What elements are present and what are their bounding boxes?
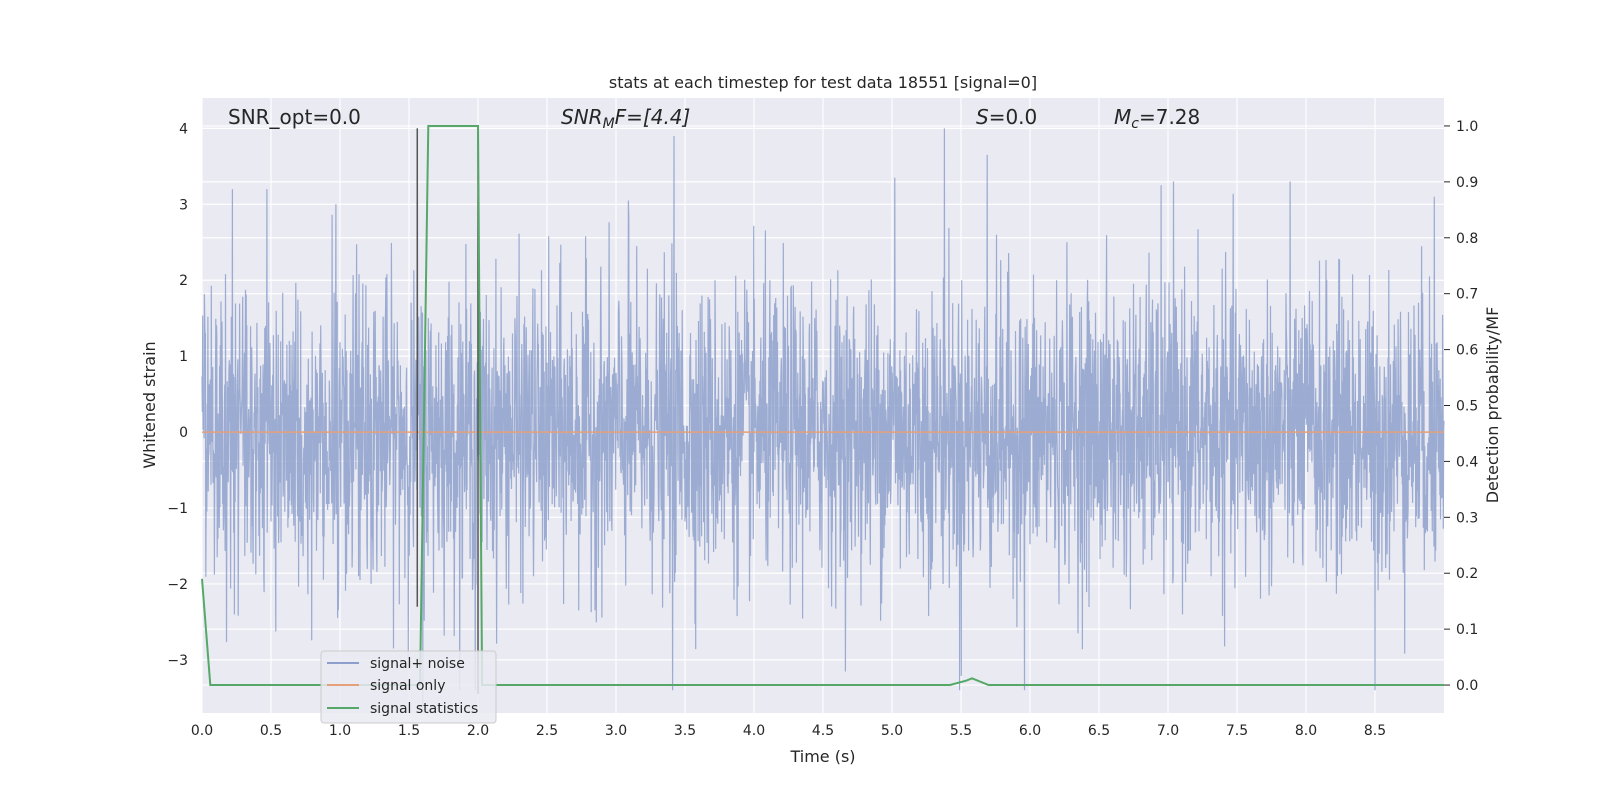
annotation-mc: Mc=7.28 xyxy=(1114,105,1200,132)
annotation-s-main: S xyxy=(976,105,989,129)
y-right-tick-label: 0.6 xyxy=(1456,343,1478,359)
x-tick-label: 8.0 xyxy=(1295,723,1317,739)
x-axis-label: Time (s) xyxy=(789,747,855,766)
x-tick-label: 1.5 xyxy=(398,723,420,739)
y-right-tick-label: 0.4 xyxy=(1456,454,1478,470)
signal-statistics-line xyxy=(201,125,1444,686)
x-tick-label: 2.0 xyxy=(467,723,489,739)
y-axis-left-ticks: 4 3 2 1 0 −1 −2 −3 xyxy=(167,121,188,668)
legend-label-signal-only: signal only xyxy=(370,678,445,694)
y-left-tick-label: −2 xyxy=(167,577,188,593)
legend-label-noise: signal+ noise xyxy=(370,656,465,672)
y-right-tick-label: 0.7 xyxy=(1456,287,1478,303)
x-tick-label: 3.0 xyxy=(605,723,627,739)
x-tick-label: 8.5 xyxy=(1364,723,1386,739)
annotation-snr-opt: SNR_opt=0.0 xyxy=(228,105,361,129)
y-right-tick-label: 0.2 xyxy=(1456,566,1478,582)
annotation-snr-mf: SNRMF=[4.4] xyxy=(561,105,690,132)
x-tick-label: 6.0 xyxy=(1019,723,1041,739)
annotation-s: S=0.0 xyxy=(976,105,1037,129)
annotation-s-rest: =0.0 xyxy=(989,105,1038,129)
y-right-tick-label: 0.5 xyxy=(1456,399,1478,415)
y-left-tick-label: −1 xyxy=(167,501,188,517)
y-right-tick-label: 0.0 xyxy=(1456,678,1478,694)
y-right-tick-label: 0.8 xyxy=(1456,231,1478,247)
annotation-snr-mf-sub: M xyxy=(603,116,615,132)
annotation-mc-rest: =7.28 xyxy=(1139,105,1200,129)
x-tick-label: 1.0 xyxy=(329,723,351,739)
annotation-snr-mf-rest: F=[4.4] xyxy=(615,105,691,129)
x-tick-label: 5.0 xyxy=(881,723,903,739)
y-right-tick-label: 1.0 xyxy=(1456,119,1478,135)
y-left-tick-label: 0 xyxy=(179,425,188,441)
annotation-mc-sub: c xyxy=(1131,116,1139,132)
annotation-mc-main: M xyxy=(1114,105,1131,129)
x-tick-label: 2.5 xyxy=(536,723,558,739)
y-right-tick-label: 0.3 xyxy=(1456,510,1478,526)
y-left-tick-label: 3 xyxy=(179,197,188,213)
y-axis-right-ticks: 1.0 0.9 0.8 0.7 0.6 0.5 0.4 0.3 0.2 0.1 0.0 xyxy=(1444,119,1478,694)
x-tick-label: 7.5 xyxy=(1226,723,1248,739)
y-right-tick-label: 0.1 xyxy=(1456,622,1478,638)
x-tick-label: 0.0 xyxy=(191,723,213,739)
y-left-tick-label: 1 xyxy=(179,349,188,365)
x-axis-ticks: 0.0 0.5 1.0 1.5 2.0 2.5 3.0 3.5 4.0 4.5 5.0 5.5 6.0 6… xyxy=(191,723,1386,739)
y-axis-right-label: Detection probability/MF xyxy=(1483,307,1502,504)
chart-title: stats at each timestep for test data 185… xyxy=(609,73,1037,92)
y-axis-left-label: Whitened strain xyxy=(140,341,159,468)
x-tick-label: 4.0 xyxy=(743,723,765,739)
y-left-tick-label: 4 xyxy=(179,121,188,137)
y-left-tick-label: 2 xyxy=(179,273,188,289)
y-left-tick-label: −3 xyxy=(167,653,188,669)
noise-series xyxy=(201,128,1445,706)
x-tick-label: 4.5 xyxy=(812,723,834,739)
noise-line xyxy=(201,128,1445,706)
x-tick-label: 3.5 xyxy=(674,723,696,739)
x-tick-label: 0.5 xyxy=(260,723,282,739)
x-tick-label: 6.5 xyxy=(1088,723,1110,739)
legend-box xyxy=(320,650,497,724)
x-tick-label: 7.0 xyxy=(1157,723,1179,739)
annotation-snr-mf-main: SNR xyxy=(561,105,603,129)
x-tick-label: 5.5 xyxy=(950,723,972,739)
legend-label-signal-statistics: signal statistics xyxy=(370,701,478,717)
y-right-tick-label: 0.9 xyxy=(1456,175,1478,191)
legend: signal+ noise signal only signal statist… xyxy=(320,650,497,724)
signal-statistics-series xyxy=(201,125,1444,686)
